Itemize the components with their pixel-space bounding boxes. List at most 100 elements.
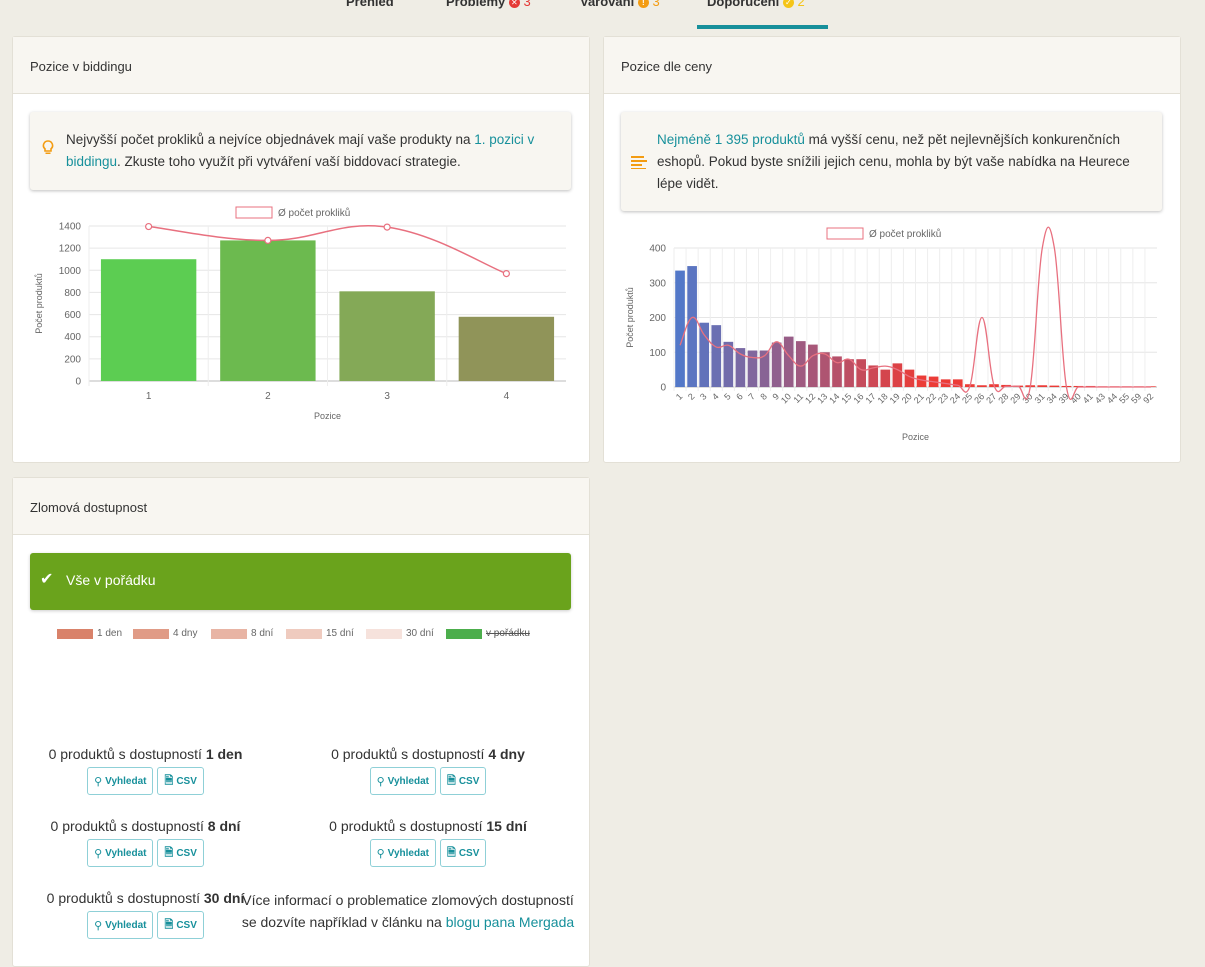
- tab-recommendations[interactable]: Doporučení ✓ 2: [707, 0, 805, 24]
- bar: [844, 359, 854, 387]
- legend-label: Ø počet prokliků: [869, 228, 941, 240]
- legend-swatch: [286, 629, 322, 639]
- y-tick-label: 600: [64, 310, 81, 321]
- legend-swatch: [446, 629, 482, 639]
- csv-button[interactable]: 🗎 CSV: [157, 911, 204, 939]
- bidding-panel-title: Pozice v biddingu: [13, 37, 589, 94]
- x-tick-label: 2: [265, 391, 271, 402]
- bar: [832, 356, 842, 387]
- csv-button[interactable]: 🗎 CSV: [439, 767, 487, 795]
- more-info: Více informací o problematice zlomových …: [241, 889, 575, 933]
- y-tick-label: 300: [649, 278, 666, 289]
- bidding-tip-text: Nejvyšší počet prokliků a nejvíce objedn…: [66, 132, 475, 147]
- legend-label[interactable]: v pořádku: [486, 628, 530, 639]
- search-button[interactable]: ⚲ Vyhledat: [87, 911, 154, 939]
- avail-item-3: 0 produktů s dostupností 8 dní ⚲ Vyhledat…: [23, 818, 268, 867]
- bar: [904, 369, 915, 387]
- x-tick-label: 2: [686, 391, 697, 402]
- bar: [699, 322, 710, 387]
- tab-problems[interactable]: Problémy ✕ 3: [446, 0, 531, 24]
- y-tick-label: 800: [64, 288, 81, 299]
- line-point: [383, 223, 391, 231]
- search-icon: ⚲: [376, 847, 385, 860]
- avail-item-label: 0 produktů s dostupností 8 dní: [50, 818, 241, 834]
- x-tick-label: 9: [770, 391, 781, 402]
- tab-overview-label: Přehled: [346, 0, 394, 9]
- bar: [868, 365, 879, 387]
- bar: [100, 259, 197, 381]
- x-tick-label: 7: [746, 391, 757, 402]
- status-ok-banner: ✔ Vše v pořádku: [30, 553, 571, 610]
- legend-swatch: [211, 629, 247, 639]
- status-ok-text: Vše v pořádku: [66, 572, 156, 588]
- y-tick-label: 400: [649, 244, 666, 255]
- bar: [880, 369, 891, 387]
- legend-label: Ø počet prokliků: [278, 207, 350, 219]
- search-icon: ⚲: [376, 775, 385, 788]
- csv-button[interactable]: 🗎 CSV: [439, 839, 487, 867]
- avail-item-label: 0 produktů s dostupností 30 dní: [46, 890, 245, 906]
- bidding-tip-link[interactable]: 1. pozici v biddingu: [66, 132, 535, 169]
- y-tick-label: 0: [660, 383, 666, 394]
- legend-swatch: [235, 206, 273, 219]
- checkmark-icon: ✔: [40, 571, 54, 588]
- bar: [458, 316, 555, 381]
- line-point: [145, 222, 153, 231]
- tab-overview[interactable]: Přehled: [346, 0, 394, 24]
- legend-label[interactable]: 8 dní: [251, 628, 274, 639]
- price-tip: Nejméně 1 395 produktů má vyšší cenu, ne…: [621, 112, 1162, 211]
- tab-problems-label: Problémy: [446, 0, 506, 9]
- search-button[interactable]: ⚲ Vyhledat: [87, 839, 154, 867]
- price-tip-link[interactable]: Nejméně 1 395 produktů: [657, 132, 805, 147]
- search-button[interactable]: ⚲ Vyhledat: [369, 839, 436, 867]
- error-icon: ✕: [508, 0, 520, 8]
- csv-button[interactable]: 🗎 CSV: [157, 767, 204, 795]
- bar: [856, 359, 866, 387]
- x-tick-label: 6: [734, 391, 745, 402]
- bar: [747, 350, 758, 387]
- legend-swatch: [826, 227, 864, 240]
- lightbulb-icon: [42, 140, 54, 163]
- bar: [1037, 385, 1048, 387]
- search-button[interactable]: ⚲ Vyhledat: [369, 767, 436, 795]
- y-axis-label: Počet produktů: [625, 287, 635, 348]
- y-tick-label: 200: [64, 354, 81, 365]
- bar: [675, 270, 685, 387]
- avail-item-4: 0 produktů s dostupností 15 dní ⚲ Vyhleda…: [278, 818, 578, 867]
- tab-bar: Přehled Problémy ✕ 3 Varování ! 3 Doporu…: [0, 0, 1205, 30]
- csv-button[interactable]: 🗎 CSV: [157, 839, 204, 867]
- file-icon: 🗎: [446, 846, 456, 859]
- bidding-panel: Pozice v biddingu Nejvyšší počet proklik…: [12, 36, 590, 463]
- tab-recommendations-label: Doporučení: [707, 0, 780, 9]
- legend-label[interactable]: 4 dny: [173, 628, 198, 639]
- x-axis-label: Pozice: [902, 432, 929, 442]
- bar: [783, 336, 794, 387]
- blog-link[interactable]: blogu pana Mergada: [445, 914, 575, 930]
- x-tick-label: 5: [722, 391, 733, 402]
- legend-label[interactable]: 30 dní: [406, 628, 434, 639]
- search-icon: ⚲: [94, 847, 103, 860]
- line-point: [502, 270, 510, 278]
- bar: [711, 325, 722, 387]
- y-tick-label: 200: [649, 313, 666, 324]
- search-button[interactable]: ⚲ Vyhledat: [87, 767, 154, 795]
- bar: [759, 350, 770, 387]
- x-tick-label: 92: [1141, 391, 1155, 405]
- y-tick-label: 0: [75, 377, 81, 388]
- y-tick-label: 100: [649, 348, 666, 359]
- legend-label[interactable]: 1 den: [97, 628, 123, 639]
- x-tick-label: 4: [710, 391, 721, 402]
- bar: [795, 341, 806, 387]
- bidding-tip-text-end: . Zkuste toho využít při vytváření vaší …: [117, 154, 461, 169]
- warning-icon: !: [637, 0, 649, 8]
- bar: [687, 266, 697, 387]
- tab-warnings[interactable]: Varování ! 3: [580, 0, 660, 24]
- avail-item-label: 0 produktů s dostupností 1 den: [48, 746, 243, 762]
- legend-label[interactable]: 15 dní: [326, 628, 354, 639]
- x-tick-label: 3: [698, 391, 709, 402]
- y-axis-label: Počet produktů: [34, 273, 44, 334]
- file-icon: 🗎: [164, 918, 174, 931]
- active-tab-indicator: [697, 25, 828, 29]
- price-tip-text: má vyšší cenu, než pět nejlevnějších kon…: [657, 132, 1130, 191]
- x-tick-label: 1: [674, 391, 685, 402]
